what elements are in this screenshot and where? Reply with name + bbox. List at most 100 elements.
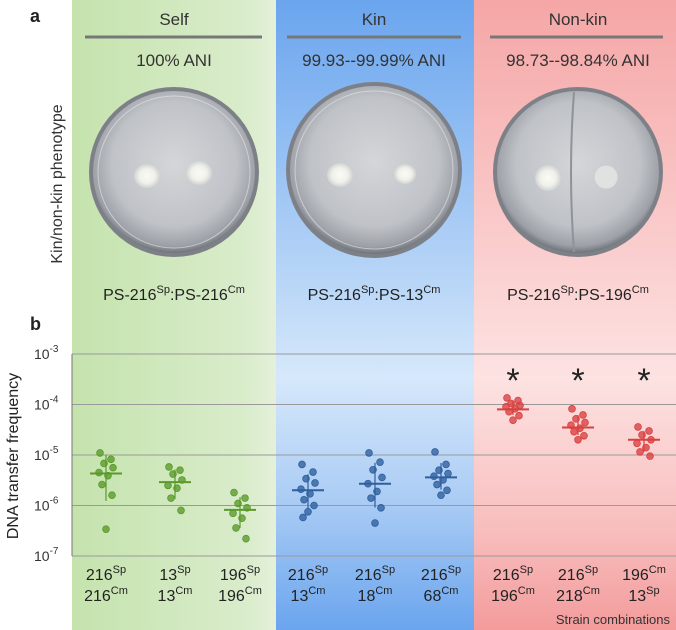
data-point — [229, 509, 237, 518]
data-point — [642, 443, 650, 452]
data-point — [311, 479, 319, 487]
data-point — [634, 423, 642, 431]
data-point — [298, 460, 306, 469]
data-point — [302, 474, 310, 483]
data-point — [299, 513, 307, 522]
data-point — [646, 452, 654, 460]
data-point — [570, 427, 578, 436]
transfer-frequency-chart: 10-310-410-510-610-7216Sp216Cm13Sp13Cm19… — [34, 344, 676, 605]
data-point — [306, 490, 314, 498]
data-point — [238, 514, 246, 523]
data-point — [96, 449, 104, 457]
data-point — [373, 487, 381, 496]
plate-label-kin: PS-216Sp:PS-13Cm — [308, 284, 441, 304]
group-ani: 100% ANI — [136, 51, 212, 70]
data-point — [579, 411, 587, 419]
data-point — [371, 519, 379, 527]
category-label-line2: 196Cm — [218, 585, 262, 605]
data-point — [378, 473, 386, 482]
group-header-self: Self 100% ANI — [85, 10, 262, 70]
data-point — [241, 494, 249, 502]
data-point — [581, 418, 589, 427]
category-label-line1: 196Cm — [622, 564, 666, 584]
category-label-line2: 13Cm — [158, 585, 193, 605]
panel-a-letter: a — [30, 6, 41, 26]
data-point — [509, 416, 517, 424]
data-point — [574, 435, 582, 444]
data-point — [173, 484, 181, 493]
data-point — [107, 455, 115, 464]
y-tick-label: 10-7 — [34, 546, 59, 564]
y-tick-label: 10-5 — [34, 445, 59, 463]
data-point — [300, 495, 308, 504]
colony — [394, 164, 416, 184]
data-point — [304, 508, 312, 516]
category-label-line2: 18Cm — [358, 585, 393, 605]
group-header-nonkin: Non-kin 98.73--98.84% ANI — [490, 10, 663, 70]
group-title: Self — [159, 10, 189, 29]
data-point — [365, 449, 373, 457]
data-point — [165, 463, 173, 471]
category-label-line2: 218Cm — [556, 585, 600, 605]
plate-nonkin — [493, 87, 663, 257]
data-point — [638, 431, 646, 439]
data-point — [309, 468, 317, 476]
colony — [593, 164, 619, 190]
data-point — [503, 394, 511, 402]
data-point — [437, 491, 445, 499]
category-label-line2: 68Cm — [424, 585, 459, 605]
data-point — [433, 480, 441, 489]
data-point — [177, 506, 185, 515]
category-label-line1: 196Sp — [220, 564, 260, 584]
data-point — [376, 458, 384, 467]
data-point — [167, 494, 175, 502]
data-point — [515, 411, 523, 420]
x-axis-label: Strain combinations — [556, 612, 671, 627]
category-label-line1: 216Sp — [421, 564, 461, 584]
data-point — [367, 494, 375, 502]
data-point — [108, 491, 116, 499]
data-point — [297, 485, 305, 494]
y-axis-label: DNA transfer frequency — [5, 373, 22, 539]
data-point — [169, 470, 177, 478]
y-tick-label: 10-4 — [34, 395, 59, 413]
category-label-line2: 196Cm — [491, 585, 535, 605]
data-point — [102, 525, 110, 533]
data-point — [633, 439, 641, 448]
category-label-line1: 13Sp — [159, 564, 190, 584]
colony — [134, 164, 160, 188]
data-point — [444, 469, 452, 478]
data-point — [377, 504, 385, 512]
data-point — [443, 486, 451, 495]
y-tick-label: 10-6 — [34, 496, 59, 514]
category-label-line2: 13Sp — [628, 585, 659, 605]
data-point — [98, 480, 106, 489]
data-point — [369, 465, 377, 474]
plate-label-nonkin: PS-216Sp:PS-196Cm — [507, 284, 649, 304]
group-title: Kin — [362, 10, 387, 29]
plate-label-self: PS-216Sp:PS-216Cm — [103, 284, 245, 304]
data-point — [232, 524, 240, 532]
data-point — [310, 501, 318, 510]
y-tick-label: 10-3 — [34, 344, 59, 362]
category-label-line2: 13Cm — [291, 585, 326, 605]
group-title: Non-kin — [549, 10, 608, 29]
data-point — [230, 488, 238, 497]
group-ani: 99.93--99.99% ANI — [302, 51, 446, 70]
data-point — [636, 448, 644, 456]
data-point — [242, 534, 250, 543]
data-point — [442, 460, 450, 469]
category-label-line1: 216Sp — [558, 564, 598, 584]
group-ani: 98.73--98.84% ANI — [506, 51, 650, 70]
significance-star: * — [637, 362, 650, 400]
category-label-line1: 216Sp — [288, 564, 328, 584]
data-point — [568, 405, 576, 413]
significance-star: * — [506, 362, 519, 400]
group-header-kin: Kin 99.93--99.99% ANI — [287, 10, 461, 70]
plate-self — [89, 87, 259, 257]
phenotype-label: Kin/non-kin phenotype — [49, 104, 66, 263]
data-point — [431, 448, 439, 456]
colony-boundary-line — [570, 91, 575, 253]
significance-star: * — [571, 362, 584, 400]
